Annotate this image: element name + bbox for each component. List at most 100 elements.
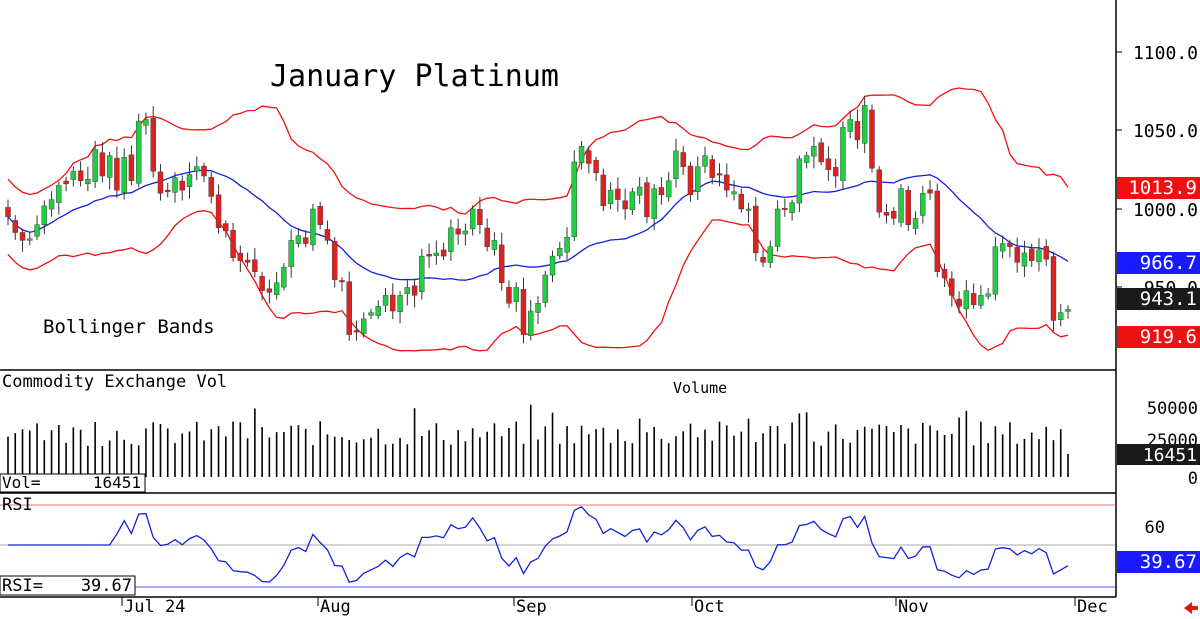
candle-body (310, 208, 316, 246)
price-tags: 1013.9 966.7 943.1 919.6 (1117, 177, 1200, 348)
candle-body (891, 210, 897, 219)
candle-body (157, 171, 164, 194)
candle-body (636, 186, 643, 196)
candle-body (317, 206, 323, 225)
price-tick-label: 1050.0 (1133, 121, 1198, 142)
tag-last-rsi (1117, 551, 1200, 573)
candle-body (840, 127, 846, 181)
candle-body (680, 152, 686, 167)
candle-body (615, 188, 621, 200)
bollinger-lower-line (7, 210, 1069, 352)
candle-body (172, 177, 178, 193)
candle-body (41, 205, 48, 225)
candle-body (48, 199, 55, 210)
candle-body (702, 155, 708, 167)
rsi-series (8, 506, 1069, 583)
x-tick-label-month: Nov (898, 597, 929, 617)
candle-body (237, 252, 244, 262)
bollinger-upper-line (7, 87, 1069, 215)
candle-body (745, 208, 752, 211)
candle-body (687, 165, 694, 196)
candle-body (375, 306, 381, 316)
candle-body (520, 289, 527, 335)
candle-body (912, 218, 919, 229)
candle-body (56, 185, 62, 203)
candle-body (600, 174, 607, 207)
candle-body (658, 187, 665, 196)
candle-body (339, 280, 345, 283)
candle-body (484, 227, 490, 247)
candle-body (724, 174, 730, 191)
volume-readout-label: Vol= (2, 473, 41, 492)
candle-body (85, 178, 91, 185)
rsi-tick-label: 60 (1145, 518, 1165, 538)
candle-body (288, 240, 294, 267)
scroll-left-arrow-icon[interactable] (1184, 602, 1198, 614)
candle-body (259, 276, 265, 291)
candle-body (905, 189, 911, 225)
price-tick-label: 1000.0 (1133, 200, 1198, 221)
candle-body (150, 117, 156, 172)
chart-title: January Platinum (270, 59, 559, 94)
candle-body (665, 180, 672, 198)
candle-body (114, 157, 120, 191)
candle-body (1014, 247, 1020, 263)
candle-body (1050, 256, 1057, 321)
rsi-line (8, 506, 1069, 583)
rsi-readout-value: 39.67 (81, 576, 132, 596)
candle-body (92, 149, 98, 182)
candle-body (622, 200, 628, 210)
candle-body (179, 180, 185, 191)
candle-body (244, 259, 251, 263)
candle-body (99, 152, 106, 177)
candle-body (1028, 248, 1035, 262)
volume-series-label: Volume (673, 379, 727, 397)
tag-lower-band-text: 919.6 (1140, 326, 1197, 348)
volume-tick-label: 0 (1188, 469, 1198, 489)
candle-body (963, 290, 970, 310)
candle-body (353, 330, 360, 333)
tag-middle-band (1117, 252, 1200, 274)
candle-body (782, 207, 788, 210)
candle-body (419, 255, 425, 292)
candle-body (883, 211, 890, 216)
candle-body (433, 252, 440, 256)
candle-body (281, 266, 287, 288)
candle-body (1007, 242, 1013, 247)
candle-body (731, 191, 737, 195)
candle-body (266, 288, 273, 293)
candle-body (368, 312, 374, 316)
candle-body (920, 193, 926, 216)
rsi-panel-title: RSI (2, 495, 33, 515)
volume-tick-label: 50000 (1147, 399, 1198, 419)
candle-body (796, 158, 803, 204)
rsi-readout-label: RSI= (2, 576, 43, 596)
candle-body (629, 191, 636, 211)
candle-body (1065, 309, 1071, 312)
candlestick-series (5, 95, 1071, 344)
candle-body (818, 142, 824, 163)
candle-body (273, 282, 280, 295)
x-tick-label-month: Jul 24 (124, 597, 185, 617)
candle-body (346, 281, 352, 335)
price-tick-label: 1100.0 (1133, 43, 1198, 64)
candle-body (397, 295, 403, 312)
candle-body (404, 287, 411, 295)
candle-body (390, 294, 396, 312)
candle-body (767, 246, 774, 263)
candle-body (302, 237, 309, 244)
volume-panel-title: Commodity Exchange Vol (2, 372, 227, 392)
tag-upper-band-text: 1013.9 (1128, 177, 1197, 199)
candle-body (862, 105, 868, 144)
candle-body (593, 159, 599, 174)
candle-body (230, 229, 236, 258)
x-axis: Jul 24 Aug Sep Oct Nov Dec (121, 597, 1108, 617)
candle-body (753, 205, 759, 254)
candle-body (644, 182, 650, 218)
candle-body (12, 220, 18, 233)
candle-body (491, 240, 498, 250)
candle-body (528, 310, 534, 336)
candle-body (607, 189, 614, 204)
candle-body (949, 278, 955, 296)
candle-body (5, 207, 11, 218)
